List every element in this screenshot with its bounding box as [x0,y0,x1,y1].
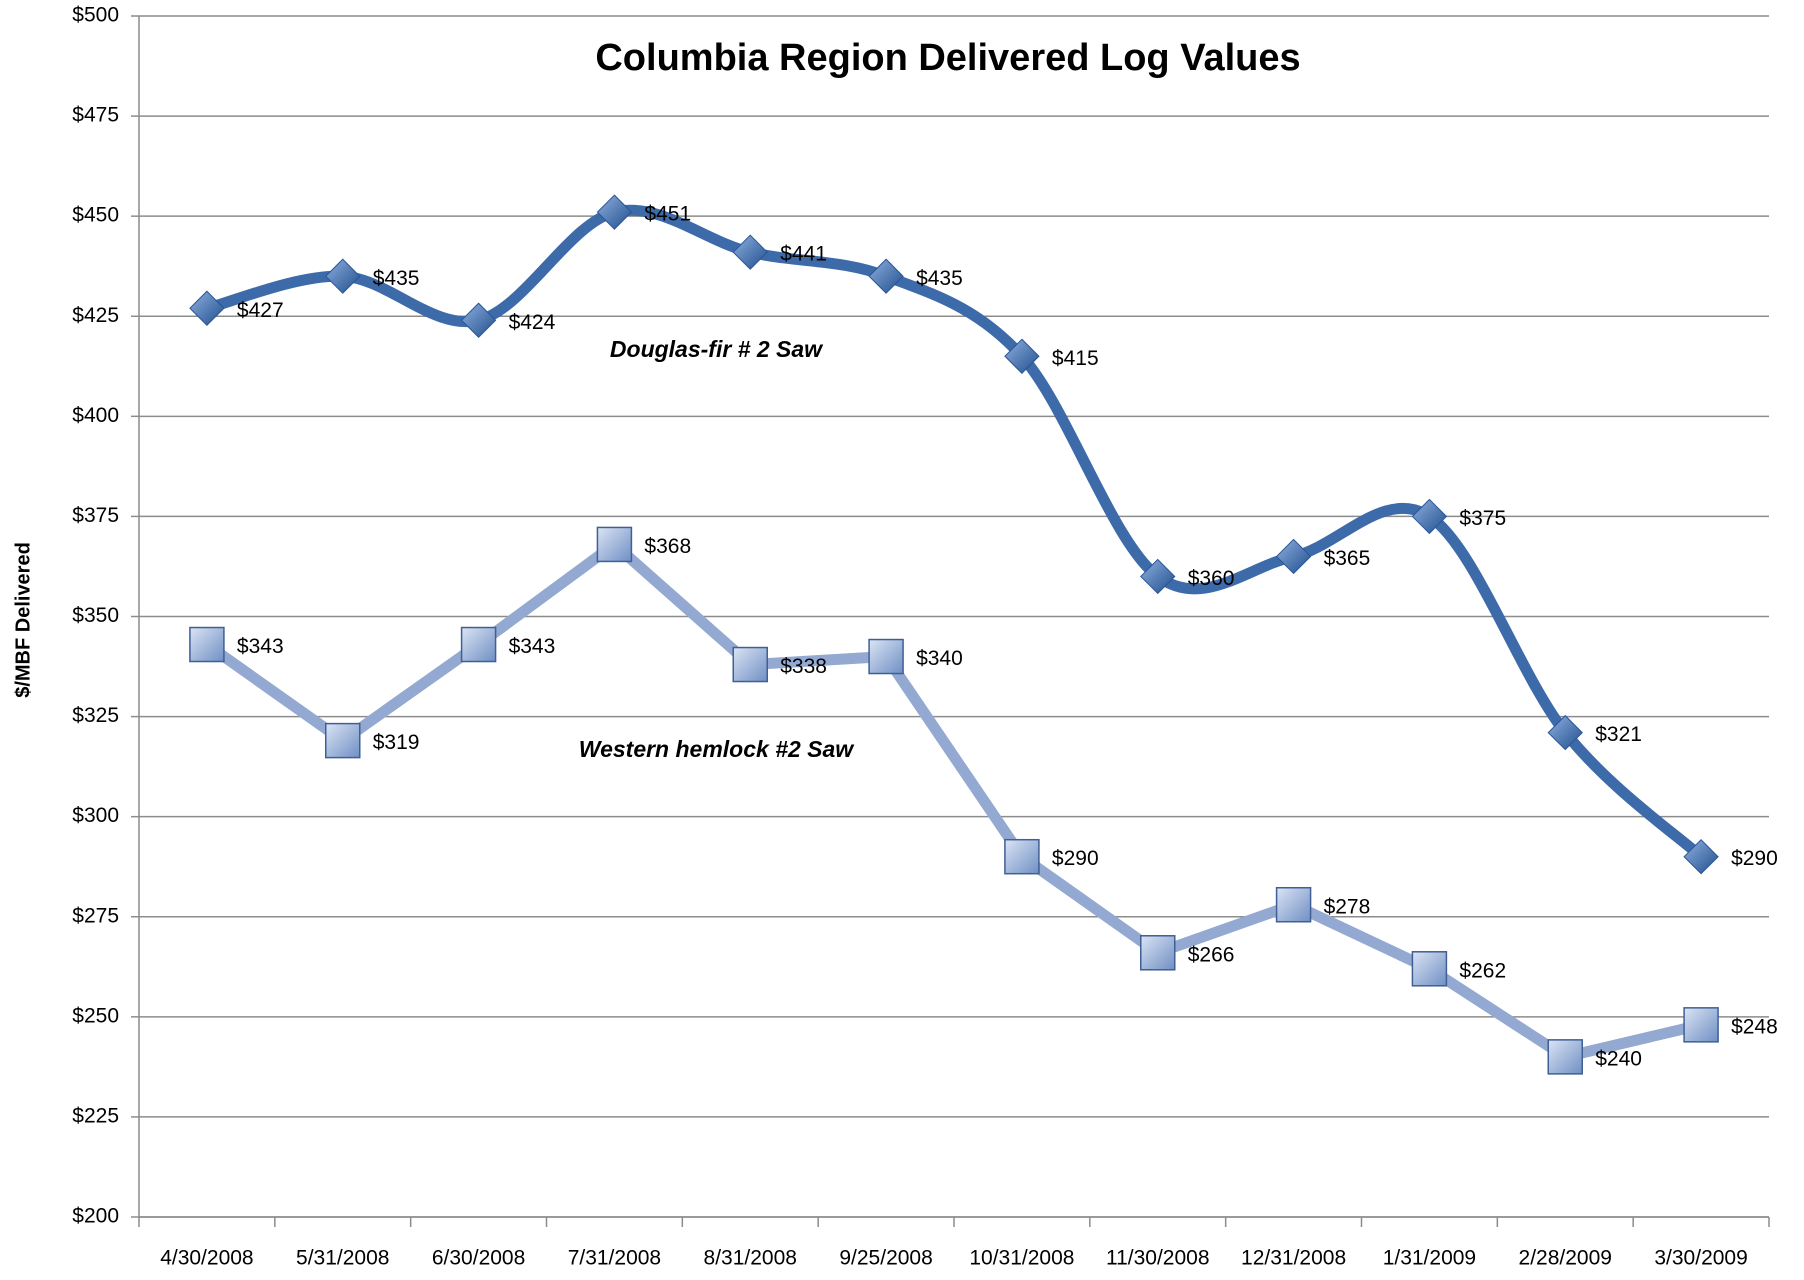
series-line [201,538,1707,1063]
marker [1275,886,1312,923]
y-axis-label: $/MBF Delivered [12,542,34,698]
y-tick-label: $325 [72,704,119,727]
data-label: $365 [1324,547,1371,570]
marker [732,234,768,270]
y-tick-label: $300 [72,804,119,827]
data-label: $360 [1188,567,1235,590]
y-tick-label: $350 [72,604,119,627]
marker [189,290,225,326]
data-label: $278 [1324,895,1371,918]
marker [325,258,361,294]
data-label: $424 [509,311,556,334]
marker [460,302,497,338]
data-label: $375 [1459,507,1506,530]
x-tick-label: 9/25/2008 [839,1247,932,1270]
data-label: $343 [509,635,556,658]
data-label: $248 [1731,1015,1778,1038]
marker [1683,838,1719,875]
y-tick-label: $425 [72,304,119,327]
y-tick-label: $475 [72,104,119,127]
data-label: $240 [1595,1047,1642,1070]
x-tick-label: 5/31/2008 [296,1247,389,1270]
x-tick-label: 7/31/2008 [568,1247,661,1270]
x-tick-label: 8/31/2008 [704,1247,797,1270]
marker [596,194,633,230]
y-tick-label: $275 [72,904,119,927]
x-tick-label: 11/30/2008 [1106,1247,1210,1270]
marker [596,526,633,563]
x-tick-label: 6/30/2008 [432,1247,525,1270]
y-tick-label: $250 [72,1004,119,1027]
data-label: $321 [1595,723,1642,746]
marker [1004,838,1040,875]
x-tick-label: 10/31/2008 [969,1247,1074,1270]
marker [460,626,497,663]
data-label: $340 [916,647,963,670]
y-tick-label: $200 [72,1205,119,1228]
marker [868,638,904,675]
marker [1411,498,1448,535]
data-label: $262 [1459,959,1506,982]
marker [325,722,361,759]
chart-title: Columbia Region Delivered Log Values [595,37,1300,79]
data-label: $435 [373,267,420,290]
data-label: $368 [644,535,691,558]
y-tick-label: $225 [72,1104,119,1127]
y-tick-label: $400 [72,404,119,427]
y-tick-label: $500 [72,4,119,27]
marker [1004,338,1040,374]
marker [732,646,768,683]
series-label: Western hemlock #2 Saw [579,736,856,762]
data-label: $266 [1188,943,1235,966]
data-label: $290 [1052,847,1099,870]
marker [1547,1039,1583,1075]
marker [189,626,225,663]
x-tick-label: 2/28/2009 [1519,1247,1612,1270]
data-label: $415 [1052,347,1099,370]
data-label: $427 [237,299,284,322]
data-label: $319 [373,731,420,754]
marker [1140,558,1176,595]
data-label: $338 [780,655,827,678]
data-label: $451 [644,203,691,226]
marker [1411,951,1448,987]
x-tick-label: 3/30/2009 [1654,1247,1747,1270]
x-tick-label: 4/30/2008 [160,1247,253,1270]
data-label: $290 [1731,847,1778,870]
y-tick-label: $375 [72,504,119,527]
marker [1275,538,1312,575]
data-label: $343 [237,635,284,658]
marker [868,258,904,294]
data-label: $435 [916,267,963,290]
series-label: Douglas-fir # 2 Saw [610,336,824,362]
x-tick-label: 1/31/2009 [1383,1247,1476,1270]
marker [1547,714,1583,751]
y-tick-label: $450 [72,204,119,227]
x-tick-label: 12/31/2008 [1241,1247,1346,1270]
marker [1140,935,1176,971]
data-label: $441 [780,243,827,266]
marker [1683,1007,1719,1043]
